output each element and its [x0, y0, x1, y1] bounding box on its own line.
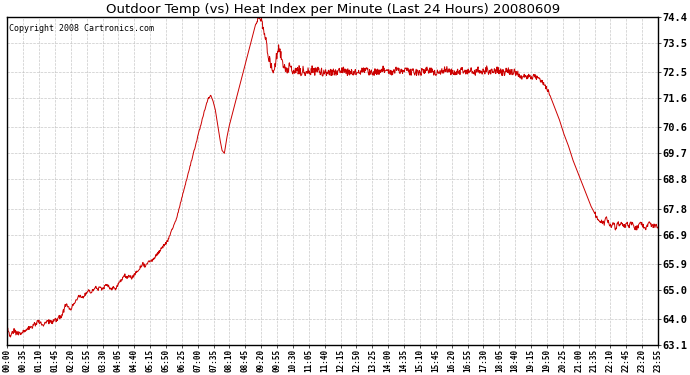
Text: Copyright 2008 Cartronics.com: Copyright 2008 Cartronics.com — [8, 24, 154, 33]
Title: Outdoor Temp (vs) Heat Index per Minute (Last 24 Hours) 20080609: Outdoor Temp (vs) Heat Index per Minute … — [106, 3, 560, 16]
